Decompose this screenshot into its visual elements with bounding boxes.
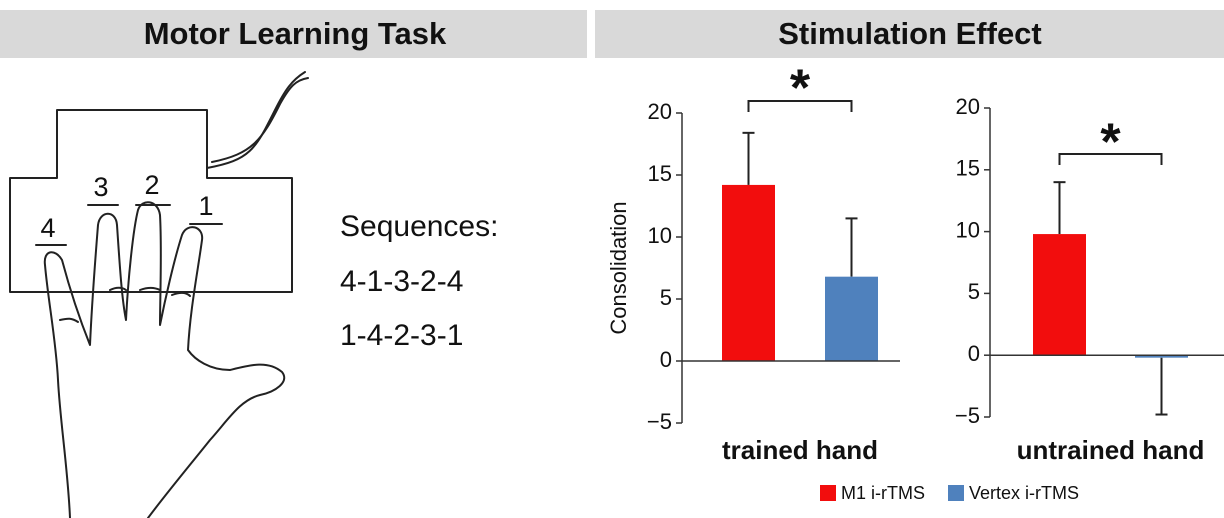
y-tick-label: 0 [968, 341, 980, 366]
figure: Motor Learning Task Stimulation Effect 4… [0, 0, 1224, 518]
legend-label: M1 i-rTMS [841, 483, 925, 503]
bar [1033, 234, 1086, 355]
y-tick-label: 15 [956, 156, 980, 181]
finger-number: 3 [93, 172, 108, 202]
panel-title: Stimulation Effect [778, 16, 1042, 51]
y-axis-label: Consolidation [606, 201, 631, 334]
cable [212, 78, 308, 162]
sequence: 1-4-2-3-1 [340, 319, 463, 352]
finger-number: 2 [144, 170, 159, 200]
y-tick-label: 20 [956, 94, 980, 119]
finger-number: 1 [198, 191, 213, 221]
legend-label: Vertex i-rTMS [969, 483, 1079, 503]
y-tick-label: 20 [648, 99, 672, 124]
bar [722, 185, 775, 361]
panel-title: Motor Learning Task [144, 16, 447, 51]
y-tick-label: 0 [660, 347, 672, 372]
x-axis-label: untrained hand [1017, 435, 1205, 465]
legend-swatch [820, 485, 836, 501]
cable [207, 72, 305, 168]
y-tick-label: 10 [956, 217, 980, 242]
hand-outline [45, 202, 284, 518]
significance-star: * [790, 60, 811, 118]
y-tick-label: 10 [648, 223, 672, 248]
y-tick-label: 5 [968, 279, 980, 304]
sequence: 4-1-3-2-4 [340, 265, 463, 298]
sequences-title: Sequences: [340, 210, 498, 243]
y-tick-label: −5 [647, 409, 672, 434]
y-tick-label: 15 [648, 161, 672, 186]
significance-star: * [1100, 114, 1121, 172]
y-tick-label: −5 [955, 403, 980, 428]
keypad [10, 110, 292, 292]
bar [825, 277, 878, 361]
x-axis-label: trained hand [722, 435, 878, 465]
legend-swatch [948, 485, 964, 501]
hand-drawing [10, 72, 308, 518]
y-tick-label: 5 [660, 285, 672, 310]
finger-number: 4 [40, 213, 55, 243]
